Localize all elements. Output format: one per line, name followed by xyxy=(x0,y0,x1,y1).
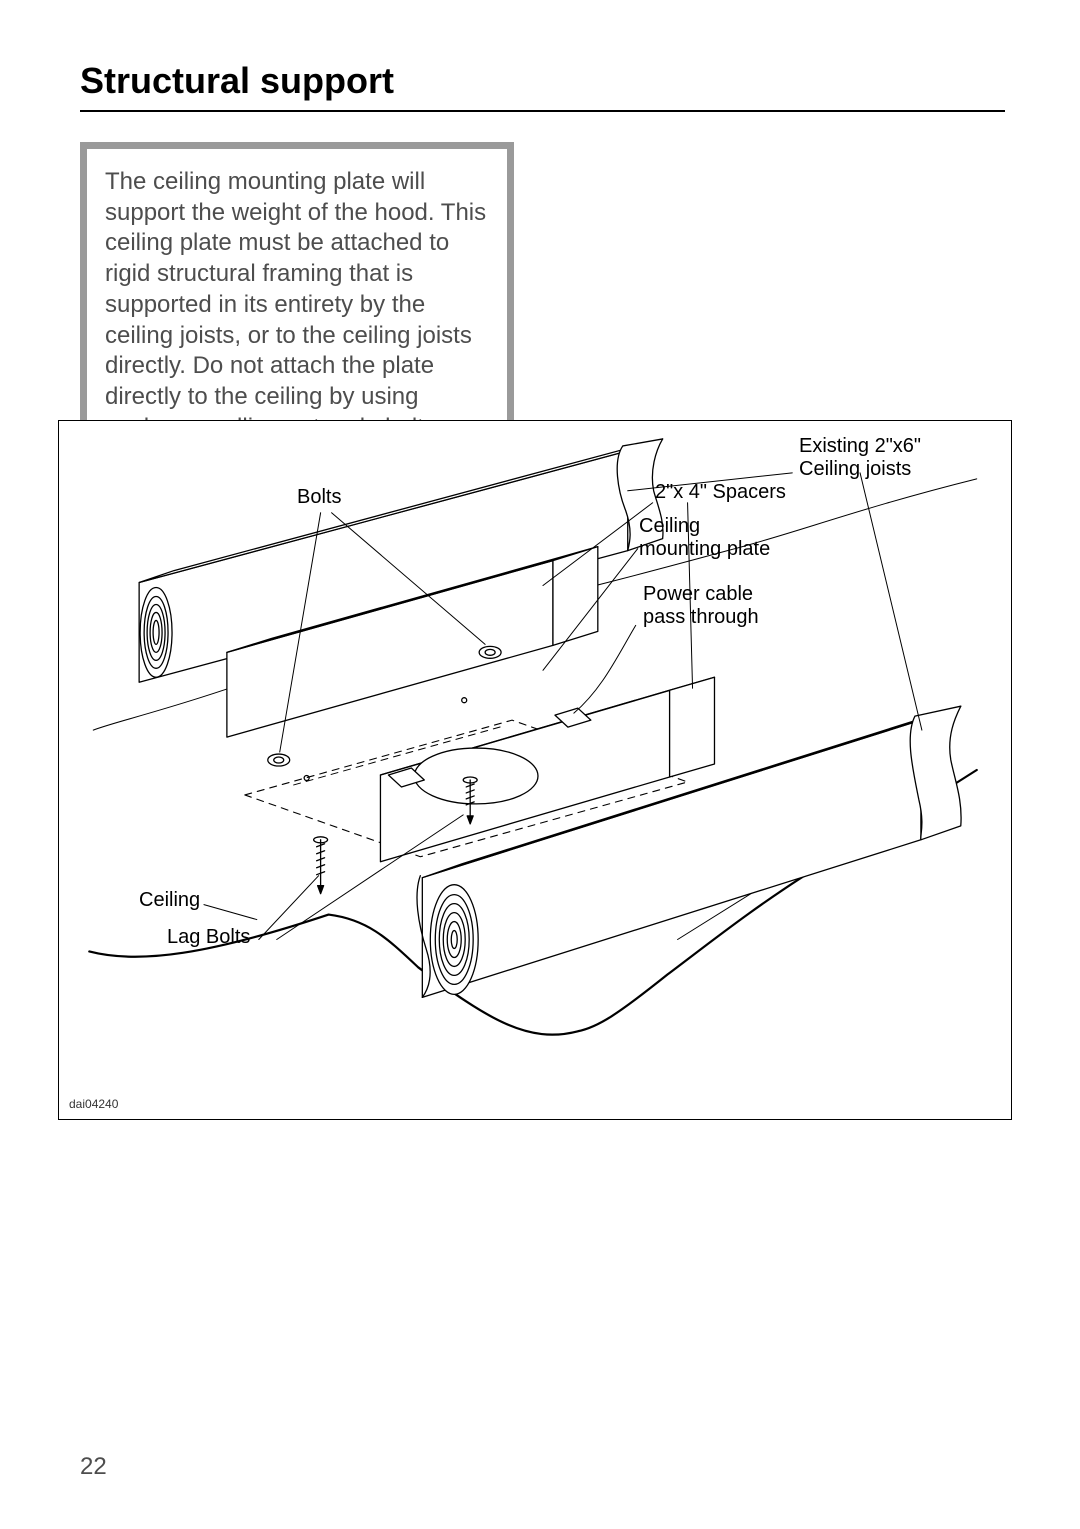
label-lagbolts: Lag Bolts xyxy=(167,926,250,950)
figure-code: dai04240 xyxy=(69,1097,118,1111)
label-joists-line1: Existing 2"x6" xyxy=(799,435,921,459)
label-joists-line2: Ceiling joists xyxy=(799,458,911,482)
label-power-line1: Power cable xyxy=(643,583,753,607)
structural-diagram xyxy=(59,421,1011,1119)
label-ceiling: Ceiling xyxy=(139,889,200,913)
label-plate-line1: Ceiling xyxy=(639,515,700,539)
label-power-line2: pass through xyxy=(643,606,759,630)
label-plate-line2: mounting plate xyxy=(639,538,770,562)
page: Structural support The ceiling mounting … xyxy=(0,0,1080,1529)
diagram-frame: Bolts 2"x 4" Spacers Existing 2"x6" Ceil… xyxy=(58,420,1012,1120)
page-title: Structural support xyxy=(80,60,1005,102)
label-bolts: Bolts xyxy=(297,486,341,510)
page-number: 22 xyxy=(80,1453,107,1481)
title-rule xyxy=(80,110,1005,112)
label-spacers: 2"x 4" Spacers xyxy=(655,481,786,505)
